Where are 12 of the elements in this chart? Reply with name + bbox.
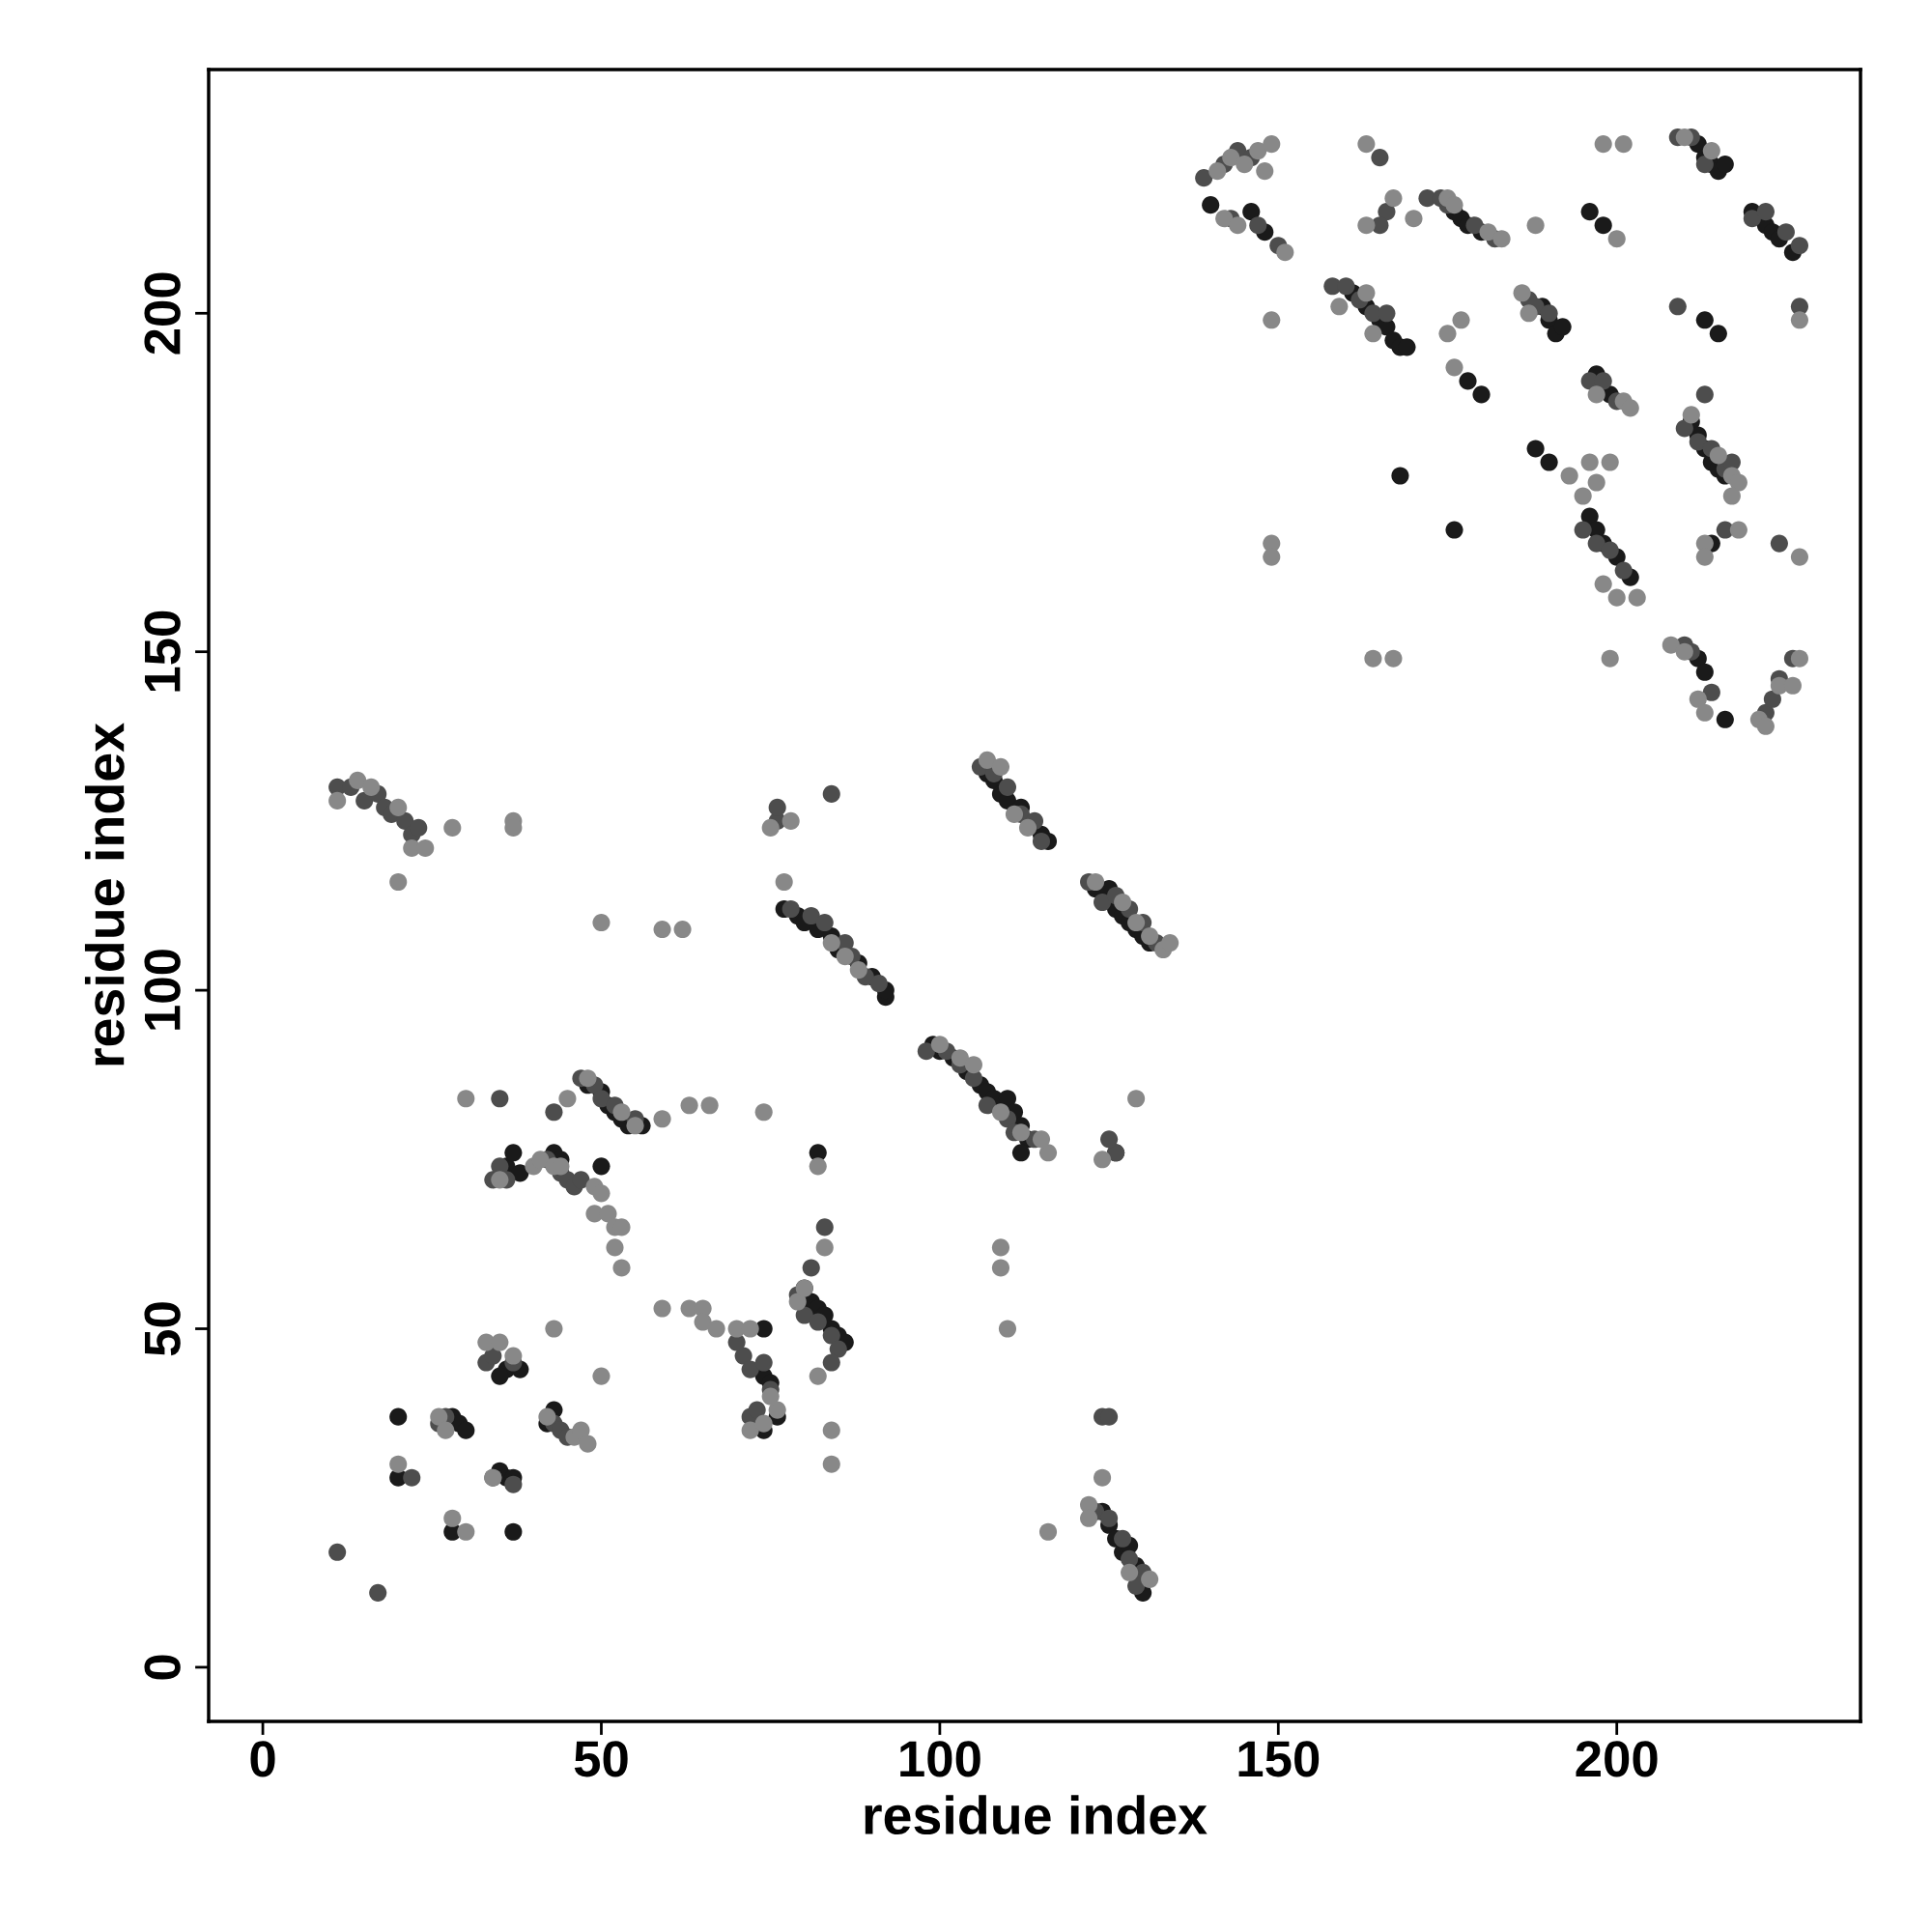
x-tick-label: 50 xyxy=(574,1741,628,1777)
y-tick-label: 100 xyxy=(144,950,181,1030)
y-axis-title: residue index xyxy=(84,723,125,1065)
y-tick-label: 0 xyxy=(144,1655,181,1680)
x-axis-title: residue index xyxy=(865,1795,1208,1835)
y-tick-label: 150 xyxy=(144,611,181,692)
x-tick-label: 0 xyxy=(250,1741,275,1777)
y-tick-label: 200 xyxy=(144,272,181,355)
x-tick-label: 200 xyxy=(1576,1741,1658,1777)
x-tick-label: 100 xyxy=(900,1741,980,1777)
x-tick-label: 150 xyxy=(1238,1741,1320,1777)
y-tick-label: 50 xyxy=(144,1302,181,1356)
